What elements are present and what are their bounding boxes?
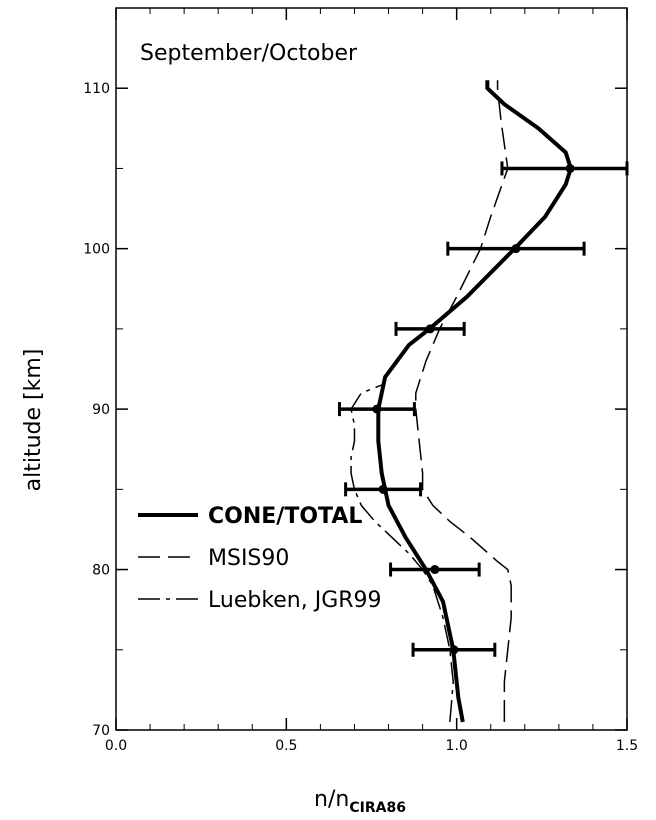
legend-label: CONE/TOTAL [208, 504, 362, 529]
y-tick-label: 90 [92, 402, 110, 418]
legend-label: Luebken, JGR99 [208, 588, 382, 613]
series-line [415, 80, 512, 722]
y-axis-label: altitude [km] [21, 349, 46, 492]
data-point [449, 645, 459, 655]
data-point [378, 484, 388, 494]
series-line [350, 384, 455, 723]
x-tick-label: 0.5 [275, 738, 297, 754]
data-point [565, 163, 575, 173]
y-tick-label: 100 [83, 242, 110, 258]
data-point [425, 324, 435, 334]
data-point [430, 565, 440, 575]
plot-frame [115, 7, 628, 731]
chart-title: September/October [140, 41, 358, 66]
x-axis-label: n/nCIRA86 [314, 787, 406, 816]
data-point [372, 404, 382, 414]
data-point [511, 244, 521, 254]
x-axis-label-sub: CIRA86 [349, 800, 406, 816]
legend-label: MSIS90 [208, 546, 289, 571]
x-tick-label: 1.0 [446, 738, 468, 754]
y-tick-label: 110 [83, 81, 110, 97]
x-axis-label-main: n/n [314, 787, 349, 812]
x-tick-label: 1.5 [616, 738, 638, 754]
y-tick-label: 80 [92, 563, 110, 579]
x-tick-label: 0.0 [105, 738, 127, 754]
y-tick-label: 70 [92, 723, 110, 739]
series-line [376, 80, 573, 723]
